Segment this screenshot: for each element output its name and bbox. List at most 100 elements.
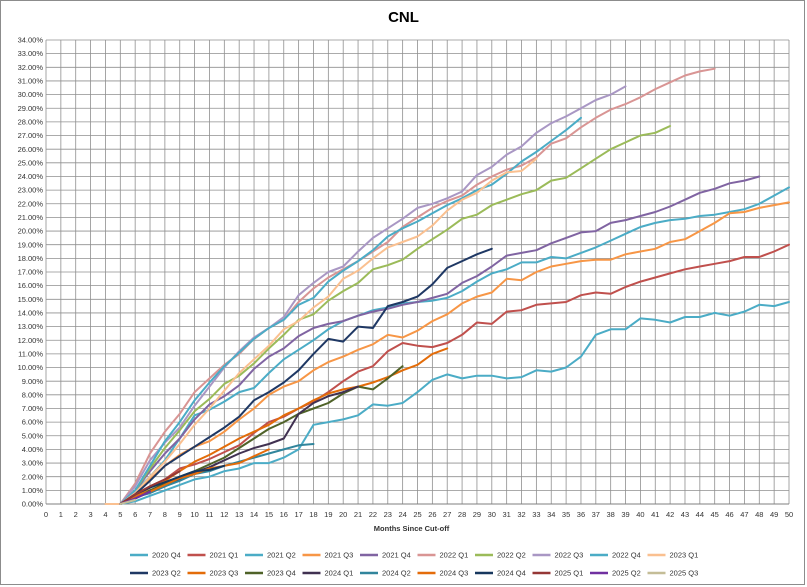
- x-tick-label: 20: [339, 510, 347, 519]
- x-tick-label: 33: [532, 510, 540, 519]
- x-tick-label: 26: [428, 510, 436, 519]
- y-tick-label: 34.00%: [18, 36, 44, 45]
- legend-label: 2024 Q1: [325, 569, 354, 578]
- y-tick-label: 9.00%: [22, 377, 44, 386]
- x-tick-label: 0: [44, 510, 48, 519]
- y-tick-label: 15.00%: [18, 295, 44, 304]
- x-tick-label: 42: [666, 510, 674, 519]
- legend-label: 2022 Q4: [612, 551, 641, 560]
- y-tick-label: 16.00%: [18, 281, 44, 290]
- x-tick-label: 2: [74, 510, 78, 519]
- x-tick-label: 8: [163, 510, 167, 519]
- series-line-2022-q4: [104, 116, 582, 505]
- x-tick-label: 30: [488, 510, 496, 519]
- legend-label: 2025 Q2: [612, 569, 641, 578]
- legend-label: 2021 Q2: [267, 551, 296, 560]
- y-tick-label: 14.00%: [18, 309, 44, 318]
- series-line-2025-q3: [119, 498, 137, 505]
- legend-label: 2024 Q3: [440, 569, 469, 578]
- x-axis-ticks: 0 1 2 3 4 5 6 7 8 9 10 11 12 13 14 15 16 17 18 19 20 21 22 23 24…: [44, 510, 793, 519]
- series-line-2023-q1: [104, 157, 538, 505]
- x-tick-label: 1: [59, 510, 63, 519]
- y-tick-label: 2.00%: [22, 472, 44, 481]
- y-tick-label: 1.00%: [22, 486, 44, 495]
- x-tick-label: 14: [250, 510, 258, 519]
- x-tick-label: 25: [413, 510, 421, 519]
- x-tick-label: 46: [725, 510, 733, 519]
- y-tick-label: 27.00%: [18, 131, 44, 140]
- y-tick-label: 11.00%: [18, 349, 43, 358]
- x-tick-label: 49: [770, 510, 778, 519]
- x-tick-label: 5: [118, 510, 122, 519]
- y-tick-label: 21.00%: [18, 213, 44, 222]
- x-tick-label: 32: [517, 510, 525, 519]
- x-tick-label: 47: [740, 510, 748, 519]
- x-tick-label: 28: [458, 510, 466, 519]
- x-tick-label: 43: [681, 510, 689, 519]
- legend-label: 2025 Q3: [670, 569, 699, 578]
- x-tick-label: 29: [473, 510, 481, 519]
- y-tick-label: 29.00%: [18, 104, 44, 113]
- y-tick-label: 3.00%: [22, 459, 44, 468]
- y-tick-label: 5.00%: [22, 431, 44, 440]
- legend-label: 2023 Q1: [670, 551, 699, 560]
- x-tick-label: 23: [384, 510, 392, 519]
- x-tick-label: 19: [324, 510, 332, 519]
- x-tick-label: 3: [88, 510, 92, 519]
- series-line-2022-q1: [104, 67, 716, 505]
- y-tick-label: 31.00%: [18, 77, 44, 86]
- x-tick-label: 31: [502, 510, 510, 519]
- y-tick-label: 4.00%: [22, 445, 44, 454]
- x-tick-label: 39: [621, 510, 629, 519]
- legend: 2020 Q4 2021 Q1 2021 Q2 2021 Q3 2021 Q4 2022 …: [130, 551, 698, 578]
- x-tick-label: 21: [354, 510, 362, 519]
- y-tick-label: 7.00%: [22, 404, 44, 413]
- y-tick-label: 33.00%: [18, 49, 44, 58]
- legend-label: 2021 Q1: [210, 551, 239, 560]
- x-tick-label: 27: [443, 510, 451, 519]
- y-tick-label: 18.00%: [18, 254, 44, 263]
- x-tick-label: 17: [294, 510, 302, 519]
- legend-label: 2021 Q4: [382, 551, 411, 560]
- legend-label: 2023 Q2: [152, 569, 181, 578]
- y-axis-ticks: 0.00% 1.00% 2.00% 3.00% 4.00% 5.00% 6.00% 7.00%…: [18, 36, 44, 509]
- x-tick-label: 34: [547, 510, 555, 519]
- x-tick-label: 6: [133, 510, 137, 519]
- y-tick-label: 30.00%: [18, 90, 44, 99]
- x-tick-label: 48: [755, 510, 763, 519]
- x-tick-label: 4: [103, 510, 107, 519]
- series-line-2025-q1: [119, 470, 181, 505]
- y-tick-label: 25.00%: [18, 158, 44, 167]
- x-tick-label: 41: [651, 510, 659, 519]
- legend-label: 2024 Q2: [382, 569, 411, 578]
- y-tick-label: 20.00%: [18, 227, 44, 236]
- y-tick-label: 22.00%: [18, 199, 44, 208]
- x-tick-label: 7: [148, 510, 152, 519]
- y-tick-label: 6.00%: [22, 418, 44, 427]
- series-line-2021-q3: [104, 201, 790, 505]
- y-tick-label: 26.00%: [18, 145, 44, 154]
- legend-label: 2021 Q3: [325, 551, 354, 560]
- legend-label: 2022 Q3: [555, 551, 584, 560]
- legend-label: 2024 Q4: [497, 569, 526, 578]
- y-tick-label: 13.00%: [18, 322, 44, 331]
- y-tick-label: 28.00%: [18, 117, 44, 126]
- x-tick-label: 15: [265, 510, 273, 519]
- legend-label: 2023 Q3: [210, 569, 239, 578]
- x-tick-label: 22: [369, 510, 377, 519]
- x-tick-label: 24: [398, 510, 406, 519]
- y-tick-label: 8.00%: [22, 390, 44, 399]
- x-tick-label: 10: [190, 510, 198, 519]
- y-tick-label: 32.00%: [18, 63, 44, 72]
- y-tick-label: 24.00%: [18, 172, 44, 181]
- series-line-2021-q1: [104, 243, 790, 505]
- y-tick-label: 12.00%: [18, 336, 44, 345]
- legend-label: 2023 Q4: [267, 569, 296, 578]
- chart-title: CNL: [388, 9, 419, 26]
- series-line-2021-q2: [104, 186, 790, 505]
- y-tick-label: 0.00%: [22, 500, 44, 509]
- legend-label: 2025 Q1: [555, 569, 584, 578]
- x-tick-label: 50: [785, 510, 793, 519]
- x-tick-label: 11: [206, 510, 214, 519]
